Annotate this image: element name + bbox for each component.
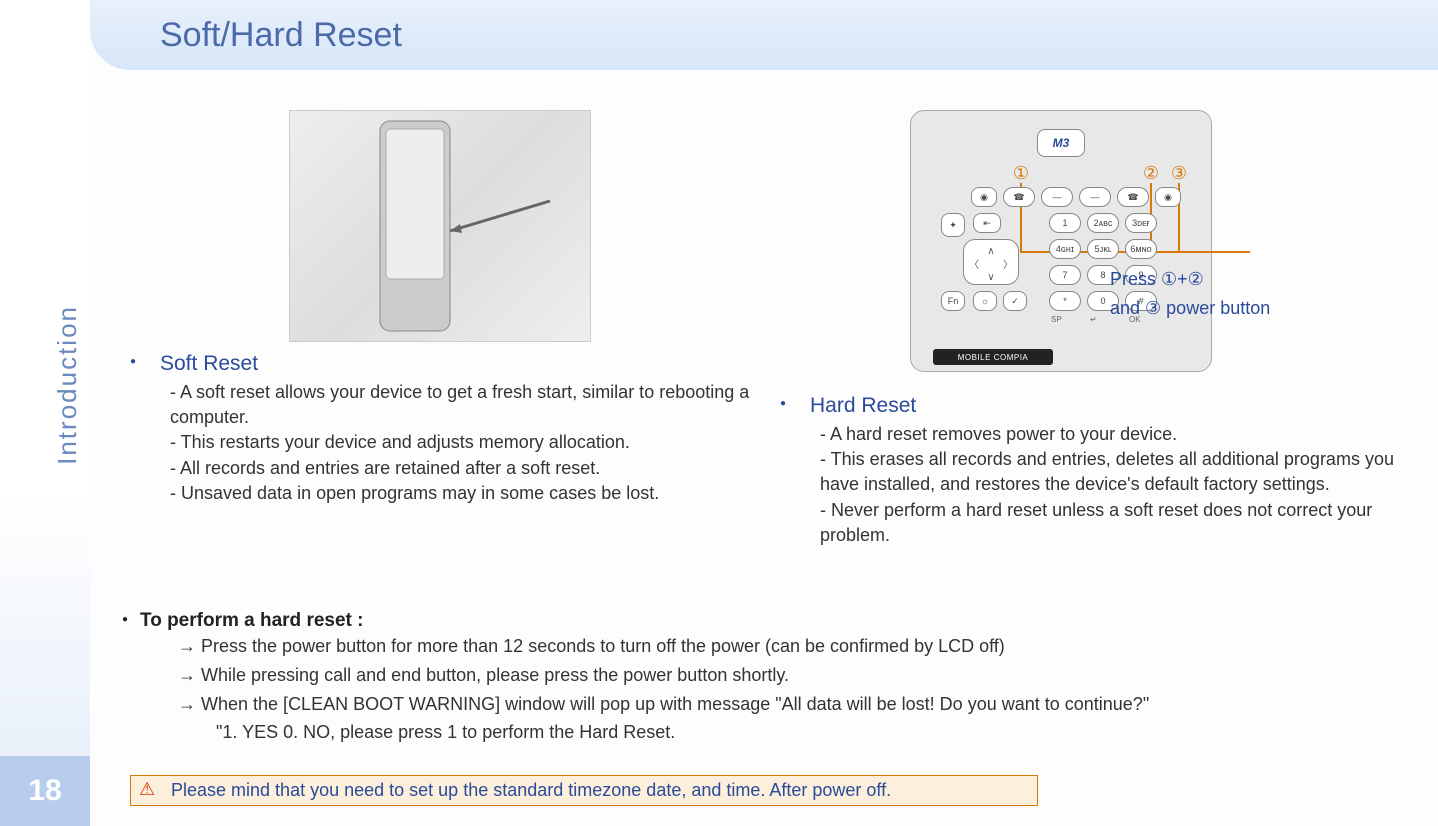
key: ☼ (973, 291, 997, 311)
header-bar: Soft/Hard Reset (90, 0, 1438, 70)
press-note-line1: Press ①+② (1110, 265, 1270, 294)
key: ✓ (1003, 291, 1027, 311)
procedure-heading: To perform a hard reset : (140, 610, 1408, 632)
svg-text:∨: ∨ (987, 272, 994, 283)
key: — (1041, 187, 1073, 207)
page-title: Soft/Hard Reset (160, 16, 402, 55)
left-column: Soft Reset - A soft reset allows your de… (120, 110, 760, 506)
annotation-3: ③ (1169, 163, 1189, 183)
key: 6ᴍɴᴏ (1125, 239, 1157, 259)
procedure-step: While pressing call and end button, plea… (178, 661, 1408, 690)
key: — (1079, 187, 1111, 207)
key: 4ɢʜɪ (1049, 239, 1081, 259)
key: 3ᴅᴇғ (1125, 213, 1157, 233)
content: Soft Reset - A soft reset allows your de… (110, 110, 1418, 816)
device-logo: M3 (1037, 129, 1085, 157)
warning-box: ⚠ Please mind that you need to set up th… (130, 775, 1038, 806)
hard-reset-device-image: M3 ① ② ③ ◉ ☎ — — ☎ ◉ ✦ ⇤ 1 (910, 110, 1212, 372)
soft-reset-line: - This restarts your device and adjusts … (170, 430, 760, 455)
svg-text:∧: ∧ (987, 246, 994, 257)
warning-text: Please mind that you need to set up the … (171, 780, 891, 800)
key: 5ᴊᴋʟ (1087, 239, 1119, 259)
key: 1 (1049, 213, 1081, 233)
key: ✦ (941, 213, 965, 237)
page-number: 18 (0, 756, 90, 826)
procedure-step: When the [CLEAN BOOT WARNING] window wil… (178, 690, 1408, 719)
key-call: ☎ (1003, 187, 1035, 207)
svg-text:〈: 〈 (969, 259, 979, 271)
procedure-indent: "1. YES 0. NO, please press 1 to perform… (216, 718, 1408, 747)
procedure-block: To perform a hard reset : Press the powe… (120, 610, 1408, 747)
dpad: ∧ 〈 〉 ∨ (963, 239, 1019, 285)
soft-reset-line: - All records and entries are retained a… (170, 456, 760, 481)
key: ⇤ (973, 213, 1001, 233)
svg-text:〉: 〉 (1003, 259, 1013, 271)
soft-reset-line: - Unsaved data in open programs may in s… (170, 481, 760, 506)
annotation-1: ① (1011, 163, 1031, 183)
right-column: M3 ① ② ③ ◉ ☎ — — ☎ ◉ ✦ ⇤ 1 (770, 110, 1420, 548)
enter-label: ↵ (1090, 315, 1097, 324)
key-fn: Fn (941, 291, 965, 311)
soft-reset-device-image (289, 110, 591, 342)
press-note: Press ①+② and ③ power button (1110, 265, 1270, 323)
hard-reset-line: - A hard reset removes power to your dev… (820, 422, 1420, 447)
key: * (1049, 291, 1081, 311)
sp-label: SP (1051, 315, 1062, 324)
device-label-strip: MOBILE COMPIA (933, 349, 1053, 365)
annotation-2: ② (1141, 163, 1161, 183)
procedure-step: Press the power button for more than 12 … (178, 632, 1408, 661)
soft-reset-line: - A soft reset allows your device to get… (170, 380, 760, 430)
hard-reset-heading: Hard Reset (810, 394, 1420, 418)
warning-icon: ⚠ (139, 779, 155, 800)
hard-reset-line: - This erases all records and entries, d… (820, 447, 1420, 497)
stylus-device-icon (290, 111, 590, 341)
key-end: ☎ (1117, 187, 1149, 207)
side-tab: Introduction (52, 305, 83, 465)
hard-reset-line: - Never perform a hard reset unless a so… (820, 498, 1420, 548)
key-power: ◉ (1155, 187, 1181, 207)
key: 2ᴀʙᴄ (1087, 213, 1119, 233)
press-note-line2: and ③ power button (1110, 294, 1270, 323)
key: ◉ (971, 187, 997, 207)
key: 7 (1049, 265, 1081, 285)
soft-reset-heading: Soft Reset (160, 352, 760, 376)
